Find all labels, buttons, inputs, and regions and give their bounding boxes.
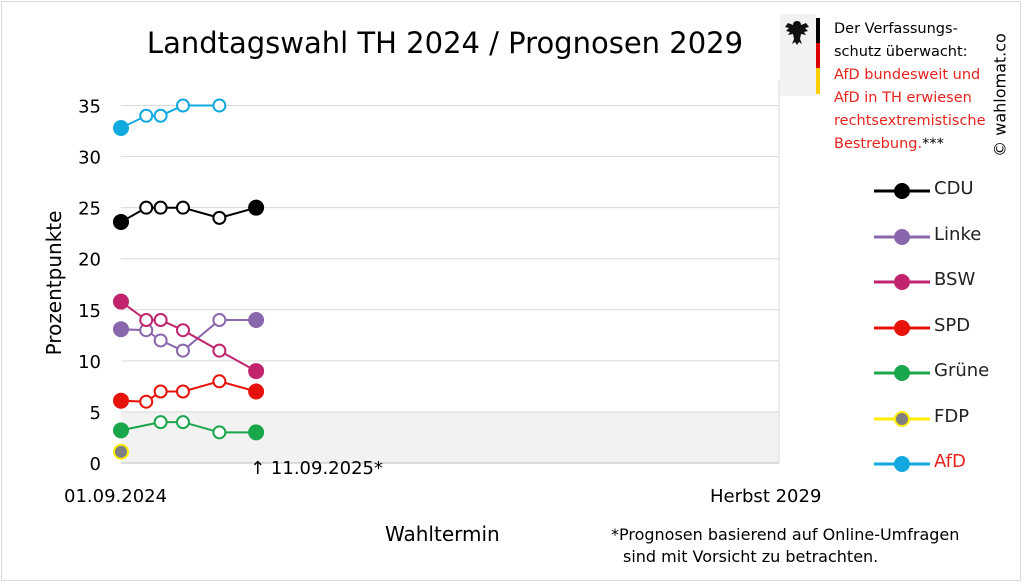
x-end-label: Herbst 2029 bbox=[710, 486, 822, 507]
data-point-cdu-5 bbox=[248, 199, 265, 216]
legend-marker-cdu bbox=[874, 183, 930, 199]
y-tick-label-30: 30 bbox=[78, 148, 101, 169]
data-point-cdu-1 bbox=[139, 200, 154, 215]
data-point-bsw-2 bbox=[153, 313, 168, 328]
data-point-spd-5 bbox=[248, 383, 265, 400]
data-point-linke-3 bbox=[175, 343, 190, 358]
data-point-gruene-4 bbox=[248, 424, 265, 441]
data-point-spd-0 bbox=[113, 392, 129, 409]
verfassungsschutz-notice: Der Verfassungs- schutz überwacht: AfD b… bbox=[834, 18, 986, 156]
data-point-spd-4 bbox=[212, 374, 227, 389]
legend-label-afd: AfD bbox=[934, 451, 966, 472]
data-point-afd-0 bbox=[113, 120, 129, 137]
legend-item-bsw: BSW bbox=[872, 267, 1012, 295]
series-afd bbox=[113, 98, 227, 137]
chart-title: Landtagswahl TH 2024 / Prognosen 2029 bbox=[146, 26, 744, 60]
data-point-afd-2 bbox=[153, 108, 168, 123]
notice-line-2: schutz überwacht: bbox=[834, 44, 968, 60]
threshold-band bbox=[121, 411, 779, 463]
notice-line-6: Bestrebung. bbox=[834, 136, 923, 152]
data-point-cdu-3 bbox=[175, 200, 190, 215]
current-date-annotation: ↑ 11.09.2025* bbox=[250, 458, 383, 479]
data-point-bsw-3 bbox=[175, 323, 190, 338]
legend-marker-gruene bbox=[874, 365, 930, 381]
data-point-gruene-2 bbox=[175, 415, 190, 430]
data-point-bsw-4 bbox=[212, 343, 227, 358]
legend-item-spd: SPD bbox=[872, 313, 1012, 341]
y-tick-label-20: 20 bbox=[78, 250, 101, 271]
data-point-linke-4 bbox=[212, 313, 227, 328]
series-cdu bbox=[113, 199, 265, 230]
series-linke bbox=[113, 312, 265, 358]
y-axis-label: Prozentpunkte bbox=[42, 210, 66, 356]
legend-marker-afd bbox=[874, 456, 930, 472]
data-point-gruene-1 bbox=[153, 415, 168, 430]
x-start-label: 01.09.2024 bbox=[64, 486, 168, 507]
footnote-line-2: sind mit Vorsicht zu betrachten. bbox=[623, 547, 879, 566]
notice-line-1: Der Verfassungs- bbox=[834, 21, 958, 37]
data-point-bsw-1 bbox=[139, 313, 154, 328]
copyright-label: © wahlomat.co bbox=[990, 33, 1010, 157]
series-fdp bbox=[113, 443, 129, 460]
data-point-afd-4 bbox=[212, 98, 227, 113]
data-point-cdu-2 bbox=[153, 200, 168, 215]
footnote-line-1: *Prognosen basierend auf Online-Umfragen bbox=[611, 525, 960, 544]
legend-label-cdu: CDU bbox=[934, 178, 974, 199]
x-axis-label: Wahltermin bbox=[385, 522, 500, 546]
notice-line-5: rechtsextremistische bbox=[834, 113, 986, 129]
data-point-spd-1 bbox=[139, 394, 154, 409]
y-tick-label-10: 10 bbox=[78, 352, 101, 373]
notice-line-3: AfD bundesweit und bbox=[834, 67, 981, 83]
german-flag-bar bbox=[816, 18, 820, 94]
legend-label-bsw: BSW bbox=[934, 269, 976, 290]
forecast-footnote: *Prognosen basierend auf Online-Umfragen… bbox=[611, 524, 959, 568]
y-tick-label-5: 5 bbox=[90, 403, 101, 424]
legend-item-fdp: FDP bbox=[872, 404, 1012, 432]
data-point-linke-5 bbox=[248, 312, 265, 329]
data-point-bsw-5 bbox=[248, 363, 265, 380]
legend-marker-bsw bbox=[874, 274, 930, 290]
data-point-bsw-0 bbox=[113, 293, 129, 310]
legend-label-gruene: Grüne bbox=[934, 360, 990, 381]
legend-item-cdu: CDU bbox=[872, 176, 1012, 204]
notice-footnote-marker: *** bbox=[922, 136, 944, 152]
series-bsw bbox=[113, 293, 265, 380]
legend-marker-spd bbox=[874, 319, 930, 336]
series-line-afd bbox=[120, 104, 220, 129]
legend-label-fdp: FDP bbox=[934, 405, 970, 427]
data-point-fdp-0 bbox=[113, 443, 129, 460]
data-point-afd-1 bbox=[139, 108, 154, 123]
data-point-afd-3 bbox=[175, 98, 190, 113]
legend-item-gruene: Grüne bbox=[872, 358, 1012, 386]
data-point-gruene-0 bbox=[113, 422, 129, 439]
legend-marker-fdp bbox=[874, 410, 930, 427]
data-point-gruene-3 bbox=[212, 425, 227, 440]
y-tick-label-35: 35 bbox=[78, 97, 101, 118]
data-point-linke-0 bbox=[113, 321, 129, 338]
data-point-cdu-4 bbox=[212, 210, 227, 225]
legend-label-spd: SPD bbox=[934, 314, 971, 336]
legend-label-linke: Linke bbox=[934, 223, 982, 245]
legend-marker-linke bbox=[874, 228, 930, 245]
series-spd bbox=[113, 374, 265, 409]
series-gruene bbox=[113, 415, 265, 441]
legend-item-afd: AfD bbox=[872, 449, 1012, 477]
y-tick-label-25: 25 bbox=[78, 199, 101, 220]
data-point-spd-3 bbox=[175, 384, 190, 399]
data-point-linke-2 bbox=[153, 333, 168, 348]
y-tick-label-0: 0 bbox=[90, 454, 101, 475]
data-point-cdu-0 bbox=[113, 213, 129, 230]
data-point-spd-2 bbox=[153, 384, 168, 399]
federal-eagle-icon bbox=[785, 21, 809, 45]
legend-item-linke: Linke bbox=[872, 222, 1012, 250]
y-tick-label-15: 15 bbox=[78, 301, 101, 322]
notice-line-4: AfD in TH erwiesen bbox=[834, 90, 972, 106]
